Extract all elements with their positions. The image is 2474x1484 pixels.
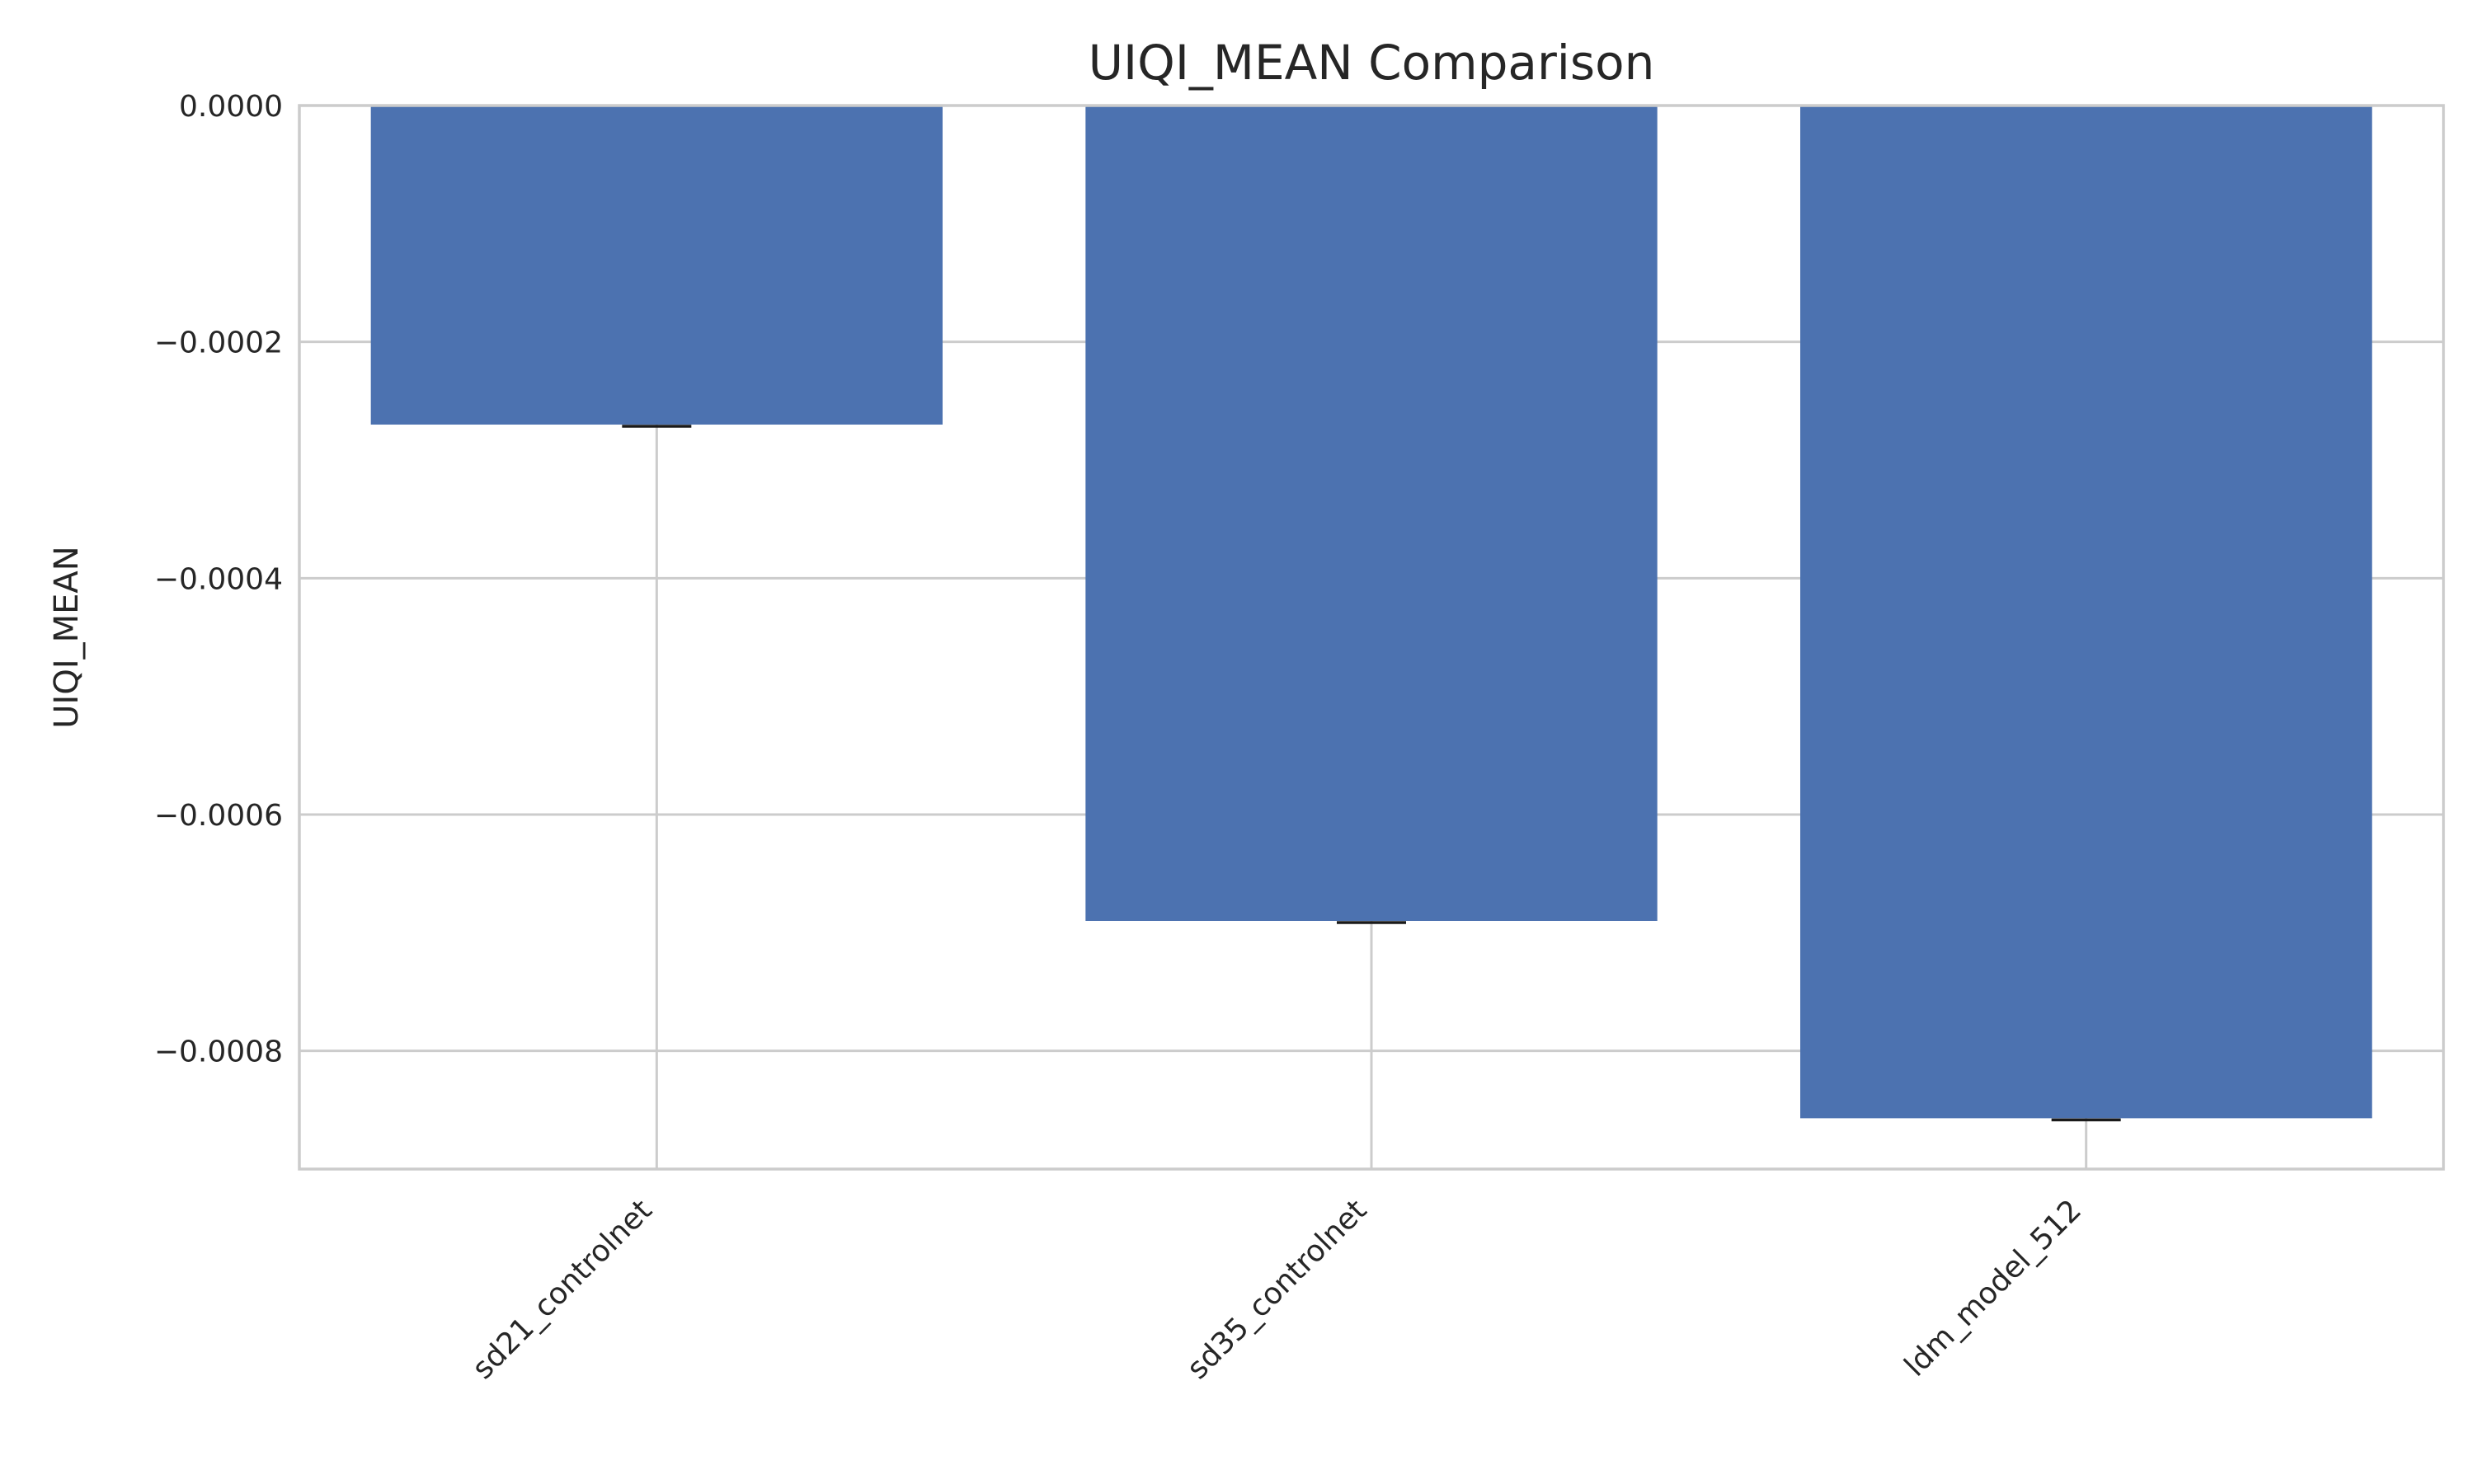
x-axis-ticks: sd21_controlnet sd35_controlnet ldm_model_…	[466, 1193, 2088, 1386]
bars	[370, 106, 2373, 1119]
y-tick-label: −0.0008	[154, 1036, 283, 1069]
y-tick-label: −0.0004	[154, 562, 283, 596]
chart-title: UIQI_MEAN Comparison	[1089, 35, 1655, 91]
bar-sd21_controlnet	[370, 106, 943, 425]
y-tick-label: 0.0000	[179, 90, 283, 124]
y-axis-ticks: 0.0000 −0.0002 −0.0004 −0.0006 −0.0008	[154, 90, 283, 1069]
y-tick-label: −0.0002	[154, 326, 283, 360]
y-tick-label: −0.0006	[154, 799, 283, 833]
bar-sd35_controlnet	[1085, 106, 1658, 921]
bar-ldm_model_512	[1800, 106, 2373, 1119]
x-tick-label: sd21_controlnet	[466, 1193, 659, 1386]
x-tick-label: sd35_controlnet	[1181, 1193, 1374, 1386]
y-axis-label: UIQI_MEAN	[48, 546, 86, 728]
x-tick-label: ldm_model_512	[1898, 1193, 2088, 1383]
error-bars	[622, 425, 2121, 1122]
plot-frame	[298, 104, 2445, 1171]
